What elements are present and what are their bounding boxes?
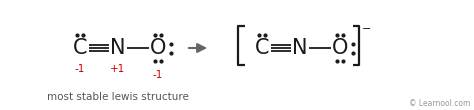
Text: © Learnool.com: © Learnool.com xyxy=(409,99,470,108)
Text: +1: +1 xyxy=(110,64,126,74)
Text: -1: -1 xyxy=(153,70,163,80)
Text: N: N xyxy=(292,38,308,58)
Text: C: C xyxy=(73,38,87,58)
Text: N: N xyxy=(110,38,126,58)
Text: O: O xyxy=(150,38,166,58)
Text: O: O xyxy=(332,38,348,58)
Text: C: C xyxy=(255,38,269,58)
Text: -1: -1 xyxy=(75,64,85,74)
Text: −: − xyxy=(362,24,371,34)
Text: most stable lewis structure: most stable lewis structure xyxy=(47,92,189,102)
